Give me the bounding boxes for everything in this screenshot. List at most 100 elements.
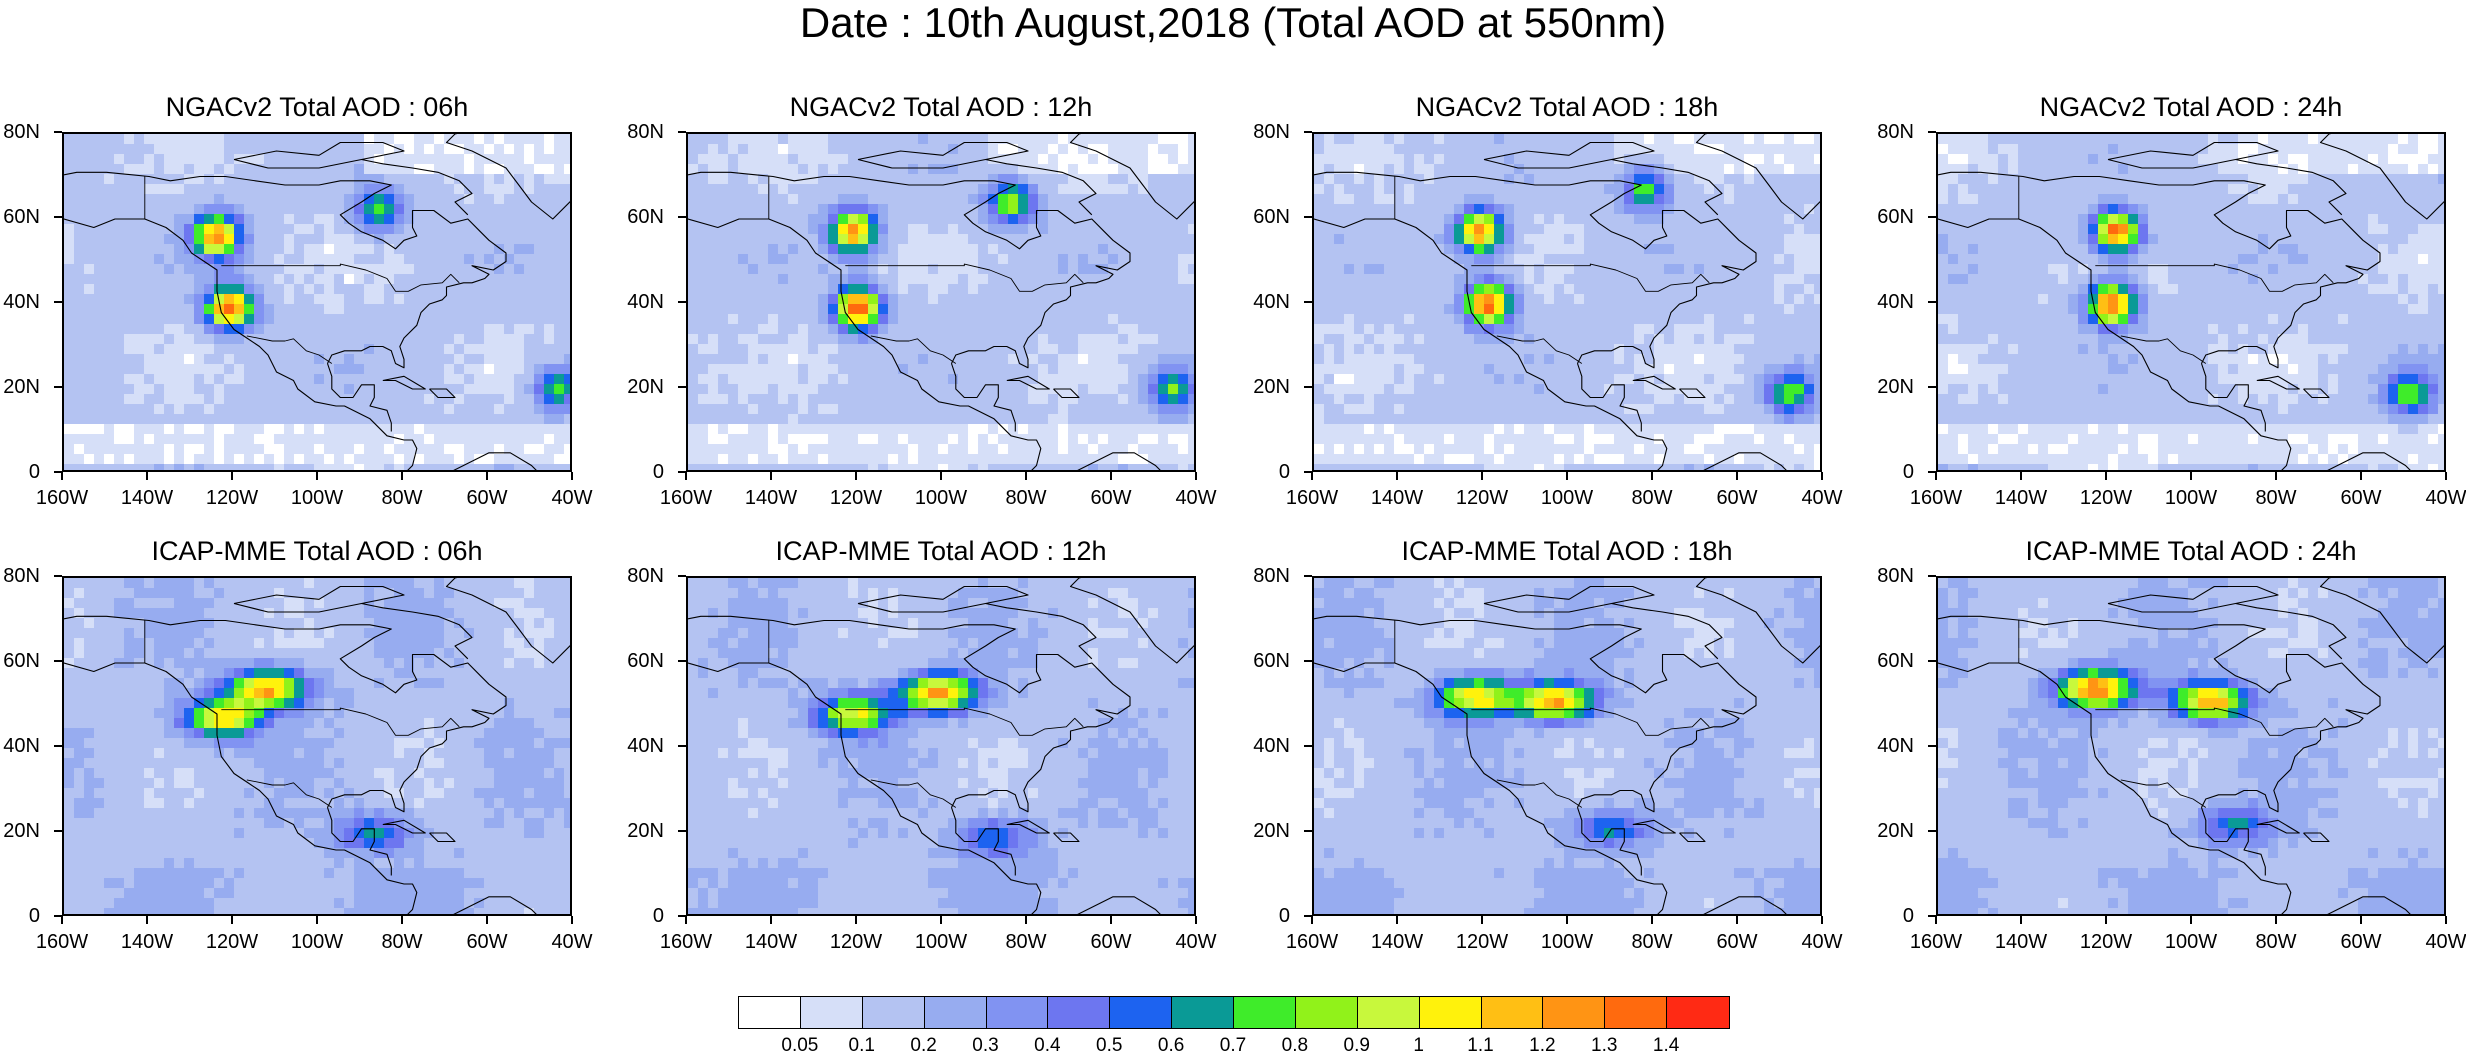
lon-tick-label: 40W <box>1801 931 1843 953</box>
lon-tick <box>2360 916 2362 924</box>
lat-tick <box>1928 301 1936 303</box>
lon-tick <box>1481 472 1483 480</box>
lon-tick <box>1736 472 1738 480</box>
country-borders <box>2018 620 2334 808</box>
lon-tick <box>571 916 573 924</box>
lat-tick <box>54 745 62 747</box>
lon-tick <box>316 916 318 924</box>
lat-tick-label: 0 <box>28 905 40 927</box>
lat-tick <box>1928 216 1936 218</box>
colorbar-label: 0.6 <box>1157 1035 1185 1056</box>
lon-tick <box>61 916 63 924</box>
colorbar-swatch <box>1356 996 1421 1029</box>
lon-tick <box>231 472 233 480</box>
lat-tick-label: 80N <box>1253 121 1290 143</box>
coastlines <box>64 578 570 914</box>
panel-title: NGACv2 Total AOD : 12h <box>789 92 1093 122</box>
lon-tick-label: 160W <box>35 487 89 509</box>
lon-tick <box>1736 916 1738 924</box>
lat-tick-label: 20N <box>1877 376 1914 398</box>
lon-tick-label: 80W <box>2255 487 2297 509</box>
lon-tick-label: 100W <box>290 931 344 953</box>
map-canvas <box>64 134 570 470</box>
map-panel: NGACv2 Total AOD : 06h 80N 60N 40N 20N 0 160W 1… <box>3 92 592 512</box>
lat-tick <box>1928 575 1936 577</box>
lat-tick-label: 60N <box>1877 650 1914 672</box>
map-panel: NGACv2 Total AOD : 18h 80N 60N 40N 20N 0 160W 1… <box>1253 92 1842 512</box>
lon-tick-label: 60W <box>1716 931 1758 953</box>
lat-tick-label: 20N <box>3 376 40 398</box>
lon-tick-label: 120W <box>1455 931 1509 953</box>
lat-tick <box>1928 745 1936 747</box>
lat-tick-label: 40N <box>627 291 664 313</box>
map-canvas <box>1938 578 2444 914</box>
aod-map <box>62 132 572 472</box>
aod-field <box>1314 578 1820 914</box>
lon-tick <box>685 472 687 480</box>
lat-tick-label: 80N <box>1877 565 1914 587</box>
lon-tick <box>571 472 573 480</box>
lat-tick <box>1928 386 1936 388</box>
lat-tick <box>678 386 686 388</box>
colorbar-swatch <box>799 996 864 1029</box>
lon-tick-label: 120W <box>2079 487 2133 509</box>
lat-tick-label: 0 <box>652 461 664 483</box>
lon-tick <box>231 916 233 924</box>
figure-title: Date : 10th August,2018 (Total AOD at 55… <box>799 0 1667 46</box>
lat-tick <box>678 830 686 832</box>
map-canvas <box>1314 578 1820 914</box>
lat-tick <box>1304 301 1312 303</box>
lat-tick-label: 40N <box>1877 735 1914 757</box>
lat-tick <box>1928 915 1936 917</box>
lon-tick <box>1935 472 1937 480</box>
lat-tick <box>1304 386 1312 388</box>
lon-tick-label: 120W <box>1455 487 1509 509</box>
lon-tick-label: 80W <box>381 487 423 509</box>
colorbar-swatch <box>1294 996 1359 1029</box>
lon-tick <box>2275 472 2277 480</box>
lat-tick <box>1304 660 1312 662</box>
aod-map <box>62 576 572 916</box>
lat-tick-label: 40N <box>3 291 40 313</box>
aod-field <box>1938 134 2444 470</box>
lon-tick-label: 100W <box>290 487 344 509</box>
lon-tick-label: 40W <box>1175 931 1217 953</box>
lon-tick-label: 100W <box>2164 487 2218 509</box>
lat-tick <box>54 386 62 388</box>
lon-tick-label: 80W <box>1631 487 1673 509</box>
panel-title: NGACv2 Total AOD : 06h <box>165 92 469 122</box>
lon-tick <box>2190 472 2192 480</box>
lon-tick-label: 60W <box>466 931 508 953</box>
lon-tick <box>940 472 942 480</box>
colorbar-swatch <box>1666 996 1730 1029</box>
map-canvas <box>688 578 1194 914</box>
lat-tick <box>1928 830 1936 832</box>
colorbar-swatch <box>1171 996 1235 1029</box>
lat-tick-label: 40N <box>1877 291 1914 313</box>
lon-tick <box>146 916 148 924</box>
map-panel: NGACv2 Total AOD : 12h 80N 60N 40N 20N 0 160W 1… <box>627 92 1216 512</box>
lon-tick-label: 160W <box>1285 487 1339 509</box>
lon-tick-label: 100W <box>1540 931 1594 953</box>
lat-tick <box>1304 575 1312 577</box>
colorbar-label: 1.1 <box>1467 1035 1494 1056</box>
lat-tick-label: 80N <box>1253 565 1290 587</box>
lat-tick-label: 60N <box>1253 206 1290 228</box>
lat-tick <box>1304 915 1312 917</box>
panel-title: NGACv2 Total AOD : 18h <box>1415 92 1719 122</box>
lat-tick-label: 80N <box>3 565 40 587</box>
aod-field <box>64 134 570 470</box>
lat-tick-label: 80N <box>3 121 40 143</box>
lat-tick <box>1928 471 1936 473</box>
lon-tick <box>855 916 857 924</box>
lon-tick <box>1566 472 1568 480</box>
lon-tick <box>1481 916 1483 924</box>
lon-tick <box>1025 472 1027 480</box>
lat-tick-label: 80N <box>627 565 664 587</box>
coastlines <box>688 578 1194 914</box>
lon-tick-label: 40W <box>551 487 593 509</box>
lon-tick <box>61 472 63 480</box>
colorbar-label: 0.7 <box>1219 1035 1247 1056</box>
lat-tick-label: 0 <box>1278 905 1290 927</box>
coastlines <box>1938 578 2444 914</box>
